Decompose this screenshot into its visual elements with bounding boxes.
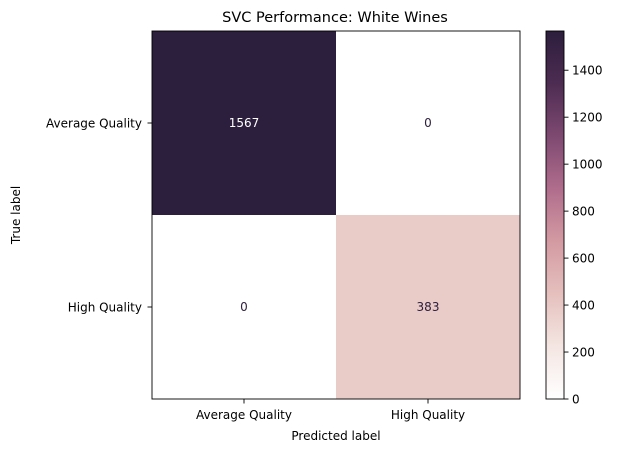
colorbar-gradient <box>546 31 564 399</box>
cell-value-label: 0 <box>424 116 432 130</box>
colorbar-frame <box>545 30 565 400</box>
colorbar-ticks: 0 200 400 600 800 1000 1200 1400 <box>564 64 603 407</box>
x-tick-label: Average Quality <box>196 408 292 422</box>
y-tick-label: High Quality <box>68 301 142 315</box>
colorbar-tick-label: 600 <box>572 252 595 266</box>
colorbar-tick-label: 400 <box>572 299 595 313</box>
heatmap-cell <box>336 215 520 399</box>
y-axis-label: True label <box>9 186 23 245</box>
colorbar: 0 200 400 600 800 1000 1200 1400 <box>545 30 603 407</box>
cell-value-label: 0 <box>240 300 248 314</box>
y-tick-label: Average Quality <box>46 117 142 131</box>
x-axis: Average Quality High Quality <box>196 399 465 422</box>
colorbar-tick-label: 200 <box>572 346 595 360</box>
colorbar-tick-label: 1000 <box>572 158 603 172</box>
y-axis: Average Quality High Quality <box>46 117 152 315</box>
x-axis-label: Predicted label <box>291 429 380 443</box>
heatmap-cell <box>336 31 520 215</box>
x-tick-label: High Quality <box>391 408 465 422</box>
colorbar-tick-label: 0 <box>572 393 580 407</box>
cell-value-label: 383 <box>417 300 440 314</box>
colorbar-tick-label: 800 <box>572 205 595 219</box>
plot-frame <box>151 30 521 400</box>
cell-value-label: 1567 <box>229 116 260 130</box>
heatmap-cells <box>152 31 520 399</box>
heatmap-cell <box>152 31 336 215</box>
colorbar-tick-label: 1200 <box>572 111 603 125</box>
chart-title: SVC Performance: White Wines <box>222 10 448 26</box>
heatmap-value-labels: 1567 0 0 383 <box>229 116 440 314</box>
heatmap-cell <box>152 215 336 399</box>
colorbar-tick-label: 1400 <box>572 64 603 78</box>
